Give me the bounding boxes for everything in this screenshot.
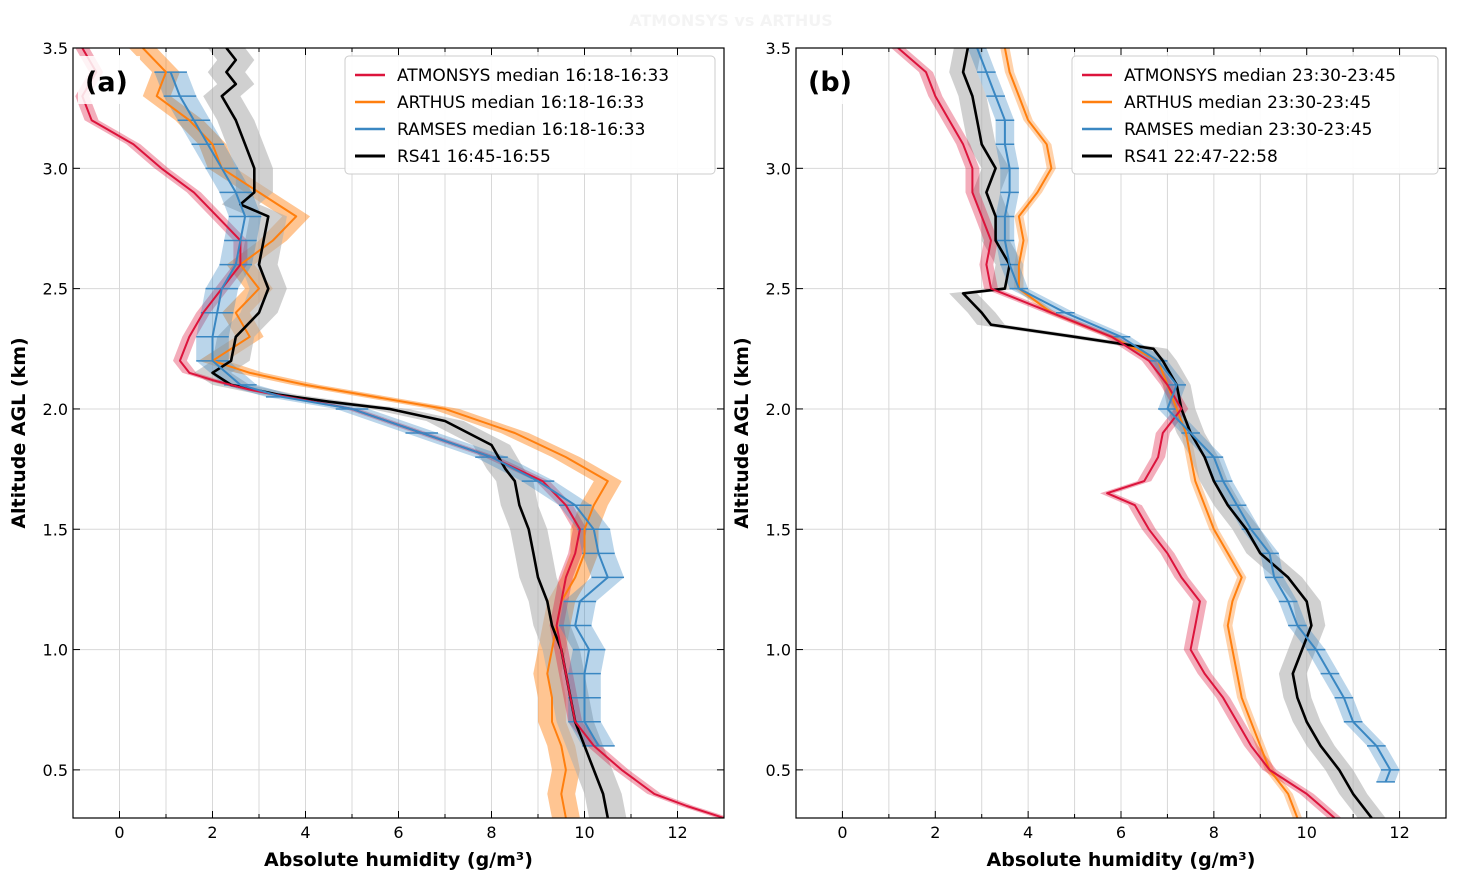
y-tick-label: 0.5 (43, 761, 68, 780)
series-line (976, 48, 1392, 783)
uncertainty-band (1000, 48, 1303, 818)
legend-entry: RS41 16:45-16:55 (397, 147, 551, 167)
x-tick-label: 10 (1297, 823, 1317, 842)
legend-entry: ARTHUS median 16:18-16:33 (397, 93, 644, 113)
x-axis-label: Absolute humidity (g/m³) (987, 849, 1256, 871)
legend-frame (344, 55, 716, 175)
plot-area (75, 48, 724, 818)
legend: ATMONSYS median 23:30-23:45 ARTHUS median… (1071, 55, 1439, 175)
x-tick-label: 4 (1023, 823, 1033, 842)
x-tick-label: 10 (574, 823, 594, 842)
series-line (961, 48, 1373, 818)
x-tick-label: 8 (486, 823, 496, 842)
x-tick-label: 6 (1116, 823, 1126, 842)
figure-title: ATMONSYS vs ARTHUS (629, 11, 833, 30)
y-tick-label: 3.0 (43, 159, 68, 178)
series-line (897, 48, 1336, 818)
y-tick-label: 1.0 (43, 641, 68, 660)
x-tick-label: 2 (930, 823, 940, 842)
legend-entry: RAMSES median 16:18-16:33 (397, 120, 645, 140)
y-tick-label: 2.0 (766, 400, 791, 419)
legend-entry: RAMSES median 23:30-23:45 (1124, 120, 1372, 140)
y-tick-label: 2.0 (43, 400, 68, 419)
y-axis-label: Altitude AGL (km) (731, 337, 753, 528)
y-tick-label: 1.5 (43, 520, 68, 539)
y-tick-label: 2.5 (766, 280, 791, 299)
series-line (1003, 48, 1299, 818)
y-tick-label: 3.5 (766, 39, 791, 58)
x-tick-label: 0 (114, 823, 124, 842)
panel-label: (a) (85, 67, 128, 98)
legend-entry: ATMONSYS median 23:30-23:45 (1124, 66, 1396, 86)
panel-label-box (78, 56, 140, 104)
x-tick-label: 0 (837, 823, 847, 842)
panel-label: (b) (808, 67, 852, 98)
x-tick-label: 2 (207, 823, 217, 842)
panel-a: 0 2 4 6 8 10 12 0.5 1.0 1.5 2.0 2.5 3.0 3.5 Absolute h… (8, 39, 725, 871)
legend-entry: ARTHUS median 23:30-23:45 (1124, 93, 1371, 113)
legend-entry: ATMONSYS median 16:18-16:33 (397, 66, 669, 86)
x-tick-label: 12 (1389, 823, 1409, 842)
y-tick-label: 0.5 (766, 761, 791, 780)
y-tick-label: 3.0 (766, 159, 791, 178)
y-axis-label: Altitude AGL (km) (8, 337, 30, 528)
legend-frame (1071, 55, 1439, 175)
panel-b: 0 2 4 6 8 10 12 0.5 1.0 1.5 2.0 2.5 3.0 3.5 Absolute h… (731, 39, 1447, 871)
y-tick-label: 3.5 (43, 39, 68, 58)
x-axis-label: Absolute humidity (g/m³) (264, 849, 533, 871)
series-line (142, 48, 609, 818)
x-tick-label: 12 (667, 823, 687, 842)
y-tick-label: 1.0 (766, 641, 791, 660)
series-line (169, 71, 609, 747)
y-tick-label: 1.5 (766, 520, 791, 539)
uncertainty-band (154, 72, 624, 746)
legend: ATMONSYS median 16:18-16:33 ARTHUS median… (344, 55, 716, 175)
x-tick-label: 6 (393, 823, 403, 842)
y-tick-label: 2.5 (43, 280, 68, 299)
legend-entry: RS41 22:47-22:58 (1124, 147, 1278, 167)
x-tick-label: 8 (1209, 823, 1219, 842)
uncertainty-band (967, 48, 1400, 782)
plot-area (891, 48, 1400, 818)
panel-label-box (801, 56, 863, 104)
x-tick-label: 4 (300, 823, 310, 842)
